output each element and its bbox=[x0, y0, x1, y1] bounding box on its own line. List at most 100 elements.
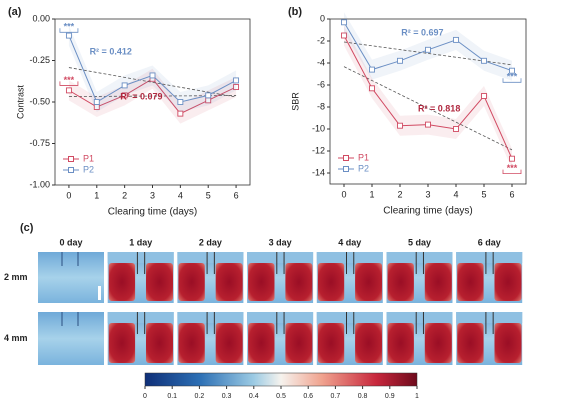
column-header: 1 day bbox=[129, 237, 152, 247]
x-tick-label: 5 bbox=[481, 189, 486, 199]
x-tick-label: 6 bbox=[234, 190, 239, 200]
image-bg bbox=[38, 312, 104, 365]
colorbar-tick-label: 0.1 bbox=[167, 393, 177, 400]
column-header: 6 day bbox=[478, 237, 501, 247]
x-tick-label: 5 bbox=[206, 190, 211, 200]
data-point bbox=[425, 121, 431, 128]
y-tick-label: -4 bbox=[317, 57, 325, 67]
data-point bbox=[177, 99, 184, 105]
image-top bbox=[107, 252, 174, 263]
image-top bbox=[247, 312, 314, 323]
image-top bbox=[107, 312, 174, 323]
y-tick-label: -12 bbox=[312, 145, 325, 155]
legend-label: P2 bbox=[83, 164, 94, 174]
image-region bbox=[355, 323, 383, 363]
colorbar-tick-label: 0.6 bbox=[303, 393, 313, 400]
annotation: *** bbox=[507, 72, 518, 82]
colorbar-tick-label: 0.5 bbox=[276, 393, 286, 400]
colorbar-tick-label: 0.7 bbox=[331, 393, 341, 400]
data-point bbox=[397, 122, 403, 129]
significance-bracket bbox=[502, 78, 522, 83]
data-point bbox=[509, 67, 515, 74]
image-region bbox=[494, 323, 522, 363]
y-tick-label: -0.25 bbox=[29, 55, 50, 65]
data-point bbox=[341, 19, 347, 26]
image-region bbox=[387, 323, 414, 363]
legend-marker bbox=[68, 167, 74, 173]
image-region bbox=[248, 263, 275, 301]
image-region bbox=[457, 263, 484, 301]
image-region bbox=[317, 263, 345, 301]
y-tick-label: -0.75 bbox=[29, 138, 50, 148]
annotation: *** bbox=[507, 163, 518, 173]
column-header: 5 day bbox=[408, 237, 431, 247]
x-tick-label: 2 bbox=[397, 189, 402, 199]
x-tick-label: 3 bbox=[150, 190, 155, 200]
y-tick-label: -0.50 bbox=[29, 96, 50, 106]
annotation: R² = 0.412 bbox=[90, 47, 132, 57]
data-point bbox=[149, 72, 156, 79]
error-band bbox=[68, 25, 237, 113]
legend-label: P1 bbox=[83, 153, 94, 163]
x-tick-label: 4 bbox=[453, 189, 458, 199]
data-point bbox=[425, 46, 431, 53]
annotation: *** bbox=[64, 22, 75, 32]
y-tick-label: 0 bbox=[320, 13, 325, 23]
x-tick-label: 3 bbox=[425, 189, 430, 199]
annotation: R² = 0.818 bbox=[418, 104, 460, 114]
image-region bbox=[424, 323, 452, 363]
data-point bbox=[369, 85, 375, 92]
panel-label: (b) bbox=[288, 6, 302, 18]
data-point bbox=[93, 99, 100, 105]
data-point bbox=[121, 92, 128, 99]
y-axis-label: Contrast bbox=[15, 84, 25, 119]
image-region bbox=[108, 323, 136, 363]
legend-marker bbox=[68, 156, 74, 162]
image-top bbox=[247, 252, 314, 263]
significance-bracket bbox=[502, 169, 522, 174]
y-axis-label: SBR bbox=[290, 92, 300, 111]
y-tick-label: -8 bbox=[317, 101, 325, 111]
panel-label: (a) bbox=[8, 6, 22, 18]
column-header: 2 day bbox=[199, 237, 222, 247]
row-label: 4 mm bbox=[4, 333, 28, 343]
legend-marker bbox=[343, 166, 349, 172]
legend-marker bbox=[343, 155, 349, 161]
image-region bbox=[387, 263, 414, 301]
colorbar-tick-label: 0.4 bbox=[249, 393, 259, 400]
data-point bbox=[233, 84, 240, 91]
y-tick-label: -14 bbox=[312, 167, 325, 177]
trend-line bbox=[68, 67, 237, 98]
trend-line bbox=[68, 95, 237, 98]
image-top bbox=[316, 312, 383, 323]
image-region bbox=[285, 263, 313, 301]
row-label: 2 mm bbox=[4, 272, 28, 282]
annotation: R² = 0.697 bbox=[401, 28, 443, 38]
image-top bbox=[456, 312, 523, 323]
x-tick-label: 1 bbox=[94, 190, 99, 200]
annotation: *** bbox=[64, 75, 75, 85]
x-tick-label: 2 bbox=[122, 190, 127, 200]
colorbar-tick-label: 0.9 bbox=[385, 393, 395, 400]
image-region bbox=[215, 323, 243, 363]
image-region bbox=[108, 263, 136, 301]
data-point bbox=[509, 155, 515, 162]
x-tick-label: 0 bbox=[341, 189, 346, 199]
image-region bbox=[248, 323, 275, 363]
colorbar-tick-label: 1 bbox=[415, 393, 419, 400]
x-tick-label: 4 bbox=[178, 190, 183, 200]
column-header: 4 day bbox=[338, 237, 361, 247]
image-bg bbox=[38, 252, 104, 303]
data-point bbox=[65, 32, 72, 39]
column-header: 3 day bbox=[269, 237, 292, 247]
data-point bbox=[369, 66, 375, 73]
x-tick-label: 1 bbox=[369, 189, 374, 199]
annotation: R² = 0.079 bbox=[120, 91, 162, 101]
y-tick-label: -1.00 bbox=[29, 179, 50, 189]
image-top bbox=[177, 252, 244, 263]
image-region bbox=[215, 263, 243, 301]
image-region bbox=[178, 263, 205, 301]
legend-label: P1 bbox=[358, 152, 369, 162]
colorbar-tick-label: 0.3 bbox=[222, 393, 232, 400]
